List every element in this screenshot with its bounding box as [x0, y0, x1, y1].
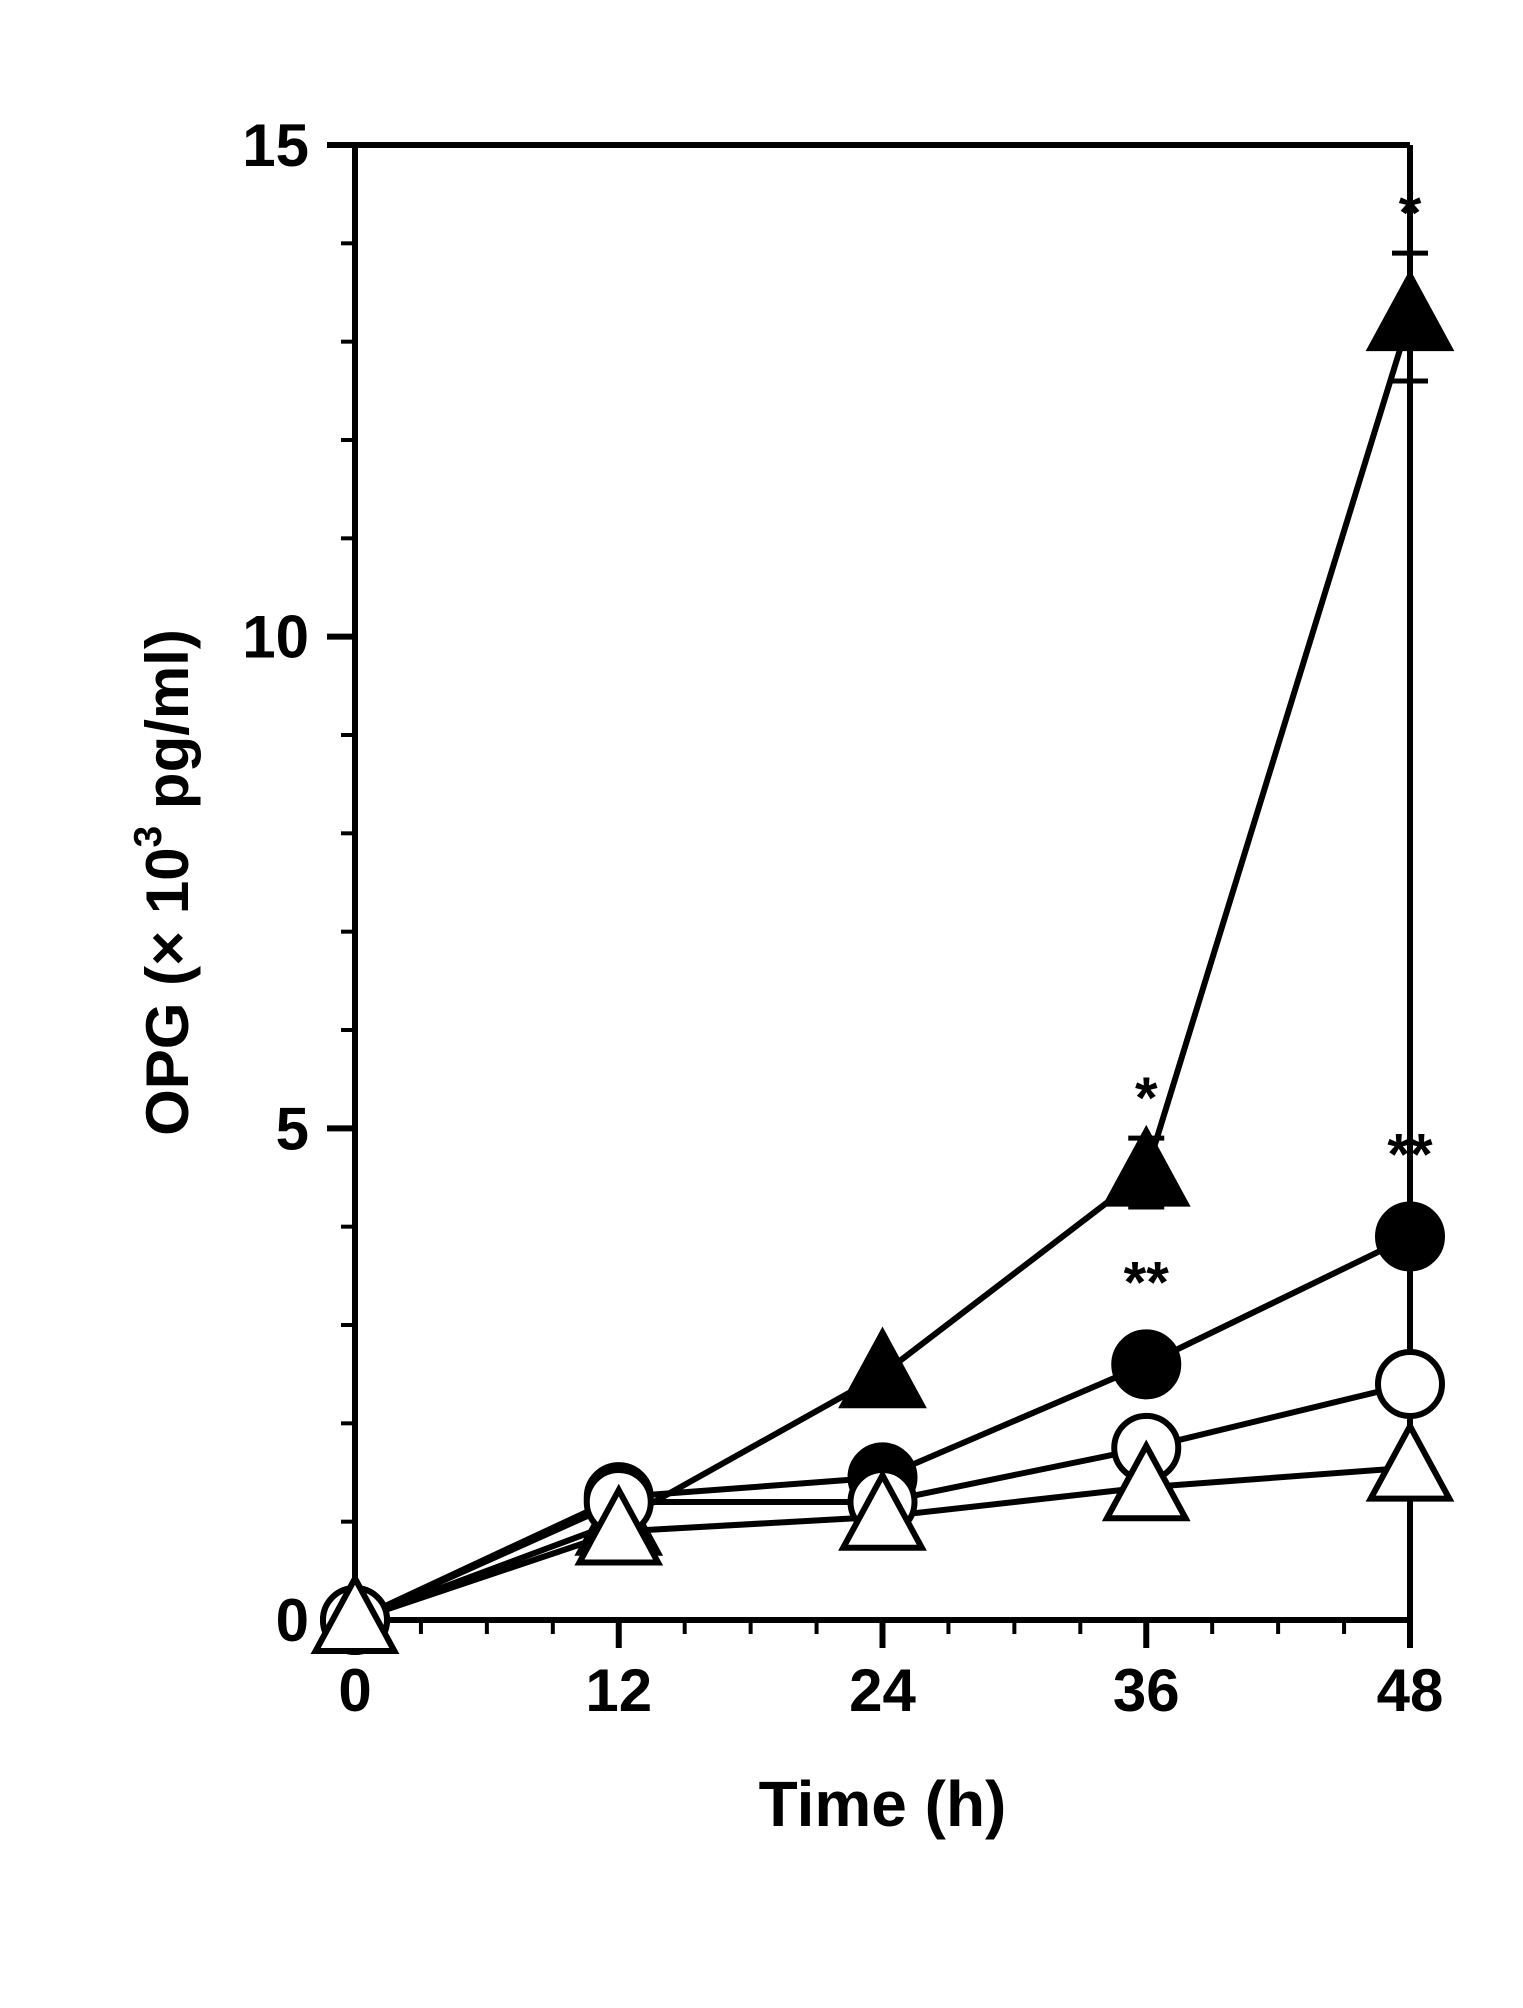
x-tick-label: 0: [338, 1657, 371, 1724]
significance-marker: *: [1399, 181, 1422, 246]
x-axis-label: Time (h): [759, 1768, 1007, 1840]
y-tick-label: 10: [242, 604, 309, 671]
marker-filled-circle: [1378, 1205, 1442, 1269]
x-tick-label: 36: [1113, 1657, 1180, 1724]
y-tick-label: 5: [276, 1095, 309, 1162]
opg-time-chart: 0 12 24 36 48 0 5 10 15 Time (h) OPG (× 103 pg/ml)…: [0, 0, 1523, 2008]
significance-marker: *: [1135, 1066, 1158, 1131]
significance-marker: **: [1387, 1123, 1433, 1188]
y-axis-label: OPG (× 103 pg/ml): [127, 629, 201, 1136]
y-tick-label: 0: [276, 1587, 309, 1654]
y-tick-label: 15: [242, 112, 309, 179]
x-tick-label: 24: [849, 1657, 916, 1724]
significance-marker: **: [1124, 1250, 1170, 1315]
chart-container: 0 12 24 36 48 0 5 10 15 Time (h) OPG (× 103 pg/ml)…: [0, 0, 1523, 2008]
x-tick-label: 12: [585, 1657, 652, 1724]
marker-filled-circle: [1114, 1332, 1178, 1396]
x-tick-label: 48: [1377, 1657, 1444, 1724]
marker-open-circle: [1378, 1352, 1442, 1416]
